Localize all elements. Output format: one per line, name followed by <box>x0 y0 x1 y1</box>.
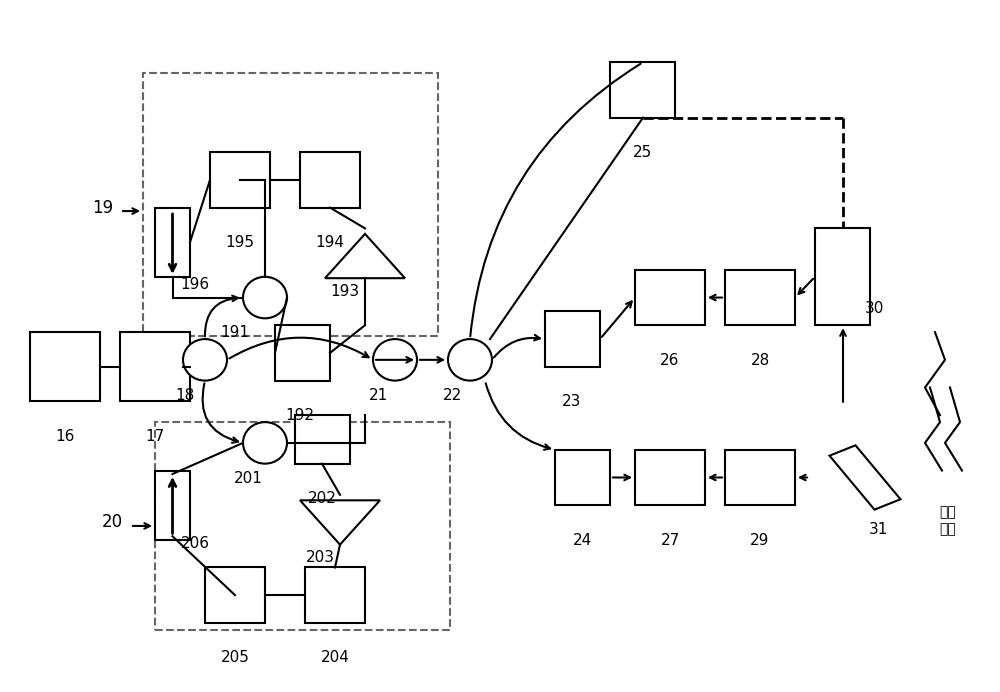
FancyBboxPatch shape <box>635 450 705 505</box>
FancyBboxPatch shape <box>555 450 610 505</box>
Polygon shape <box>300 500 380 545</box>
FancyBboxPatch shape <box>205 567 265 623</box>
FancyBboxPatch shape <box>305 567 365 623</box>
Text: 31: 31 <box>868 522 888 538</box>
Text: 24: 24 <box>572 533 592 548</box>
Text: 195: 195 <box>226 235 254 251</box>
FancyBboxPatch shape <box>610 62 675 118</box>
Text: 17: 17 <box>145 429 165 444</box>
FancyBboxPatch shape <box>120 332 190 401</box>
Text: 27: 27 <box>660 533 680 548</box>
Text: 191: 191 <box>220 325 250 340</box>
Text: 205: 205 <box>221 650 249 666</box>
FancyBboxPatch shape <box>815 228 870 325</box>
Text: 204: 204 <box>321 650 349 666</box>
Text: 192: 192 <box>286 408 314 424</box>
Text: 196: 196 <box>180 277 210 292</box>
FancyBboxPatch shape <box>725 270 795 325</box>
FancyBboxPatch shape <box>545 311 600 367</box>
Text: 26: 26 <box>660 353 680 368</box>
Text: 206: 206 <box>180 536 210 552</box>
Text: 21: 21 <box>368 388 388 403</box>
FancyBboxPatch shape <box>155 471 190 540</box>
Text: 23: 23 <box>562 394 582 410</box>
Text: 194: 194 <box>316 235 344 251</box>
FancyBboxPatch shape <box>635 270 705 325</box>
FancyBboxPatch shape <box>210 152 270 208</box>
Text: 16: 16 <box>55 429 75 444</box>
Ellipse shape <box>243 277 287 318</box>
Text: 29: 29 <box>750 533 770 548</box>
Ellipse shape <box>373 339 417 381</box>
Text: 25: 25 <box>633 145 653 161</box>
Text: 22: 22 <box>443 388 463 403</box>
FancyBboxPatch shape <box>295 415 350 464</box>
Text: 太赫
兹波: 太赫 兹波 <box>940 505 956 536</box>
Polygon shape <box>325 234 405 278</box>
Text: 203: 203 <box>306 550 334 565</box>
FancyBboxPatch shape <box>155 208 190 277</box>
Text: 30: 30 <box>865 301 885 316</box>
Text: 19: 19 <box>92 199 114 217</box>
Ellipse shape <box>243 422 287 464</box>
Polygon shape <box>830 446 900 509</box>
Ellipse shape <box>448 339 492 381</box>
Ellipse shape <box>183 339 227 381</box>
Text: 201: 201 <box>234 471 262 486</box>
FancyBboxPatch shape <box>300 152 360 208</box>
Text: 193: 193 <box>330 284 360 299</box>
FancyBboxPatch shape <box>725 450 795 505</box>
Text: 202: 202 <box>308 491 336 507</box>
FancyBboxPatch shape <box>30 332 100 401</box>
Text: 20: 20 <box>101 513 123 531</box>
FancyBboxPatch shape <box>275 325 330 381</box>
Text: 18: 18 <box>175 388 195 403</box>
Text: 28: 28 <box>750 353 770 368</box>
